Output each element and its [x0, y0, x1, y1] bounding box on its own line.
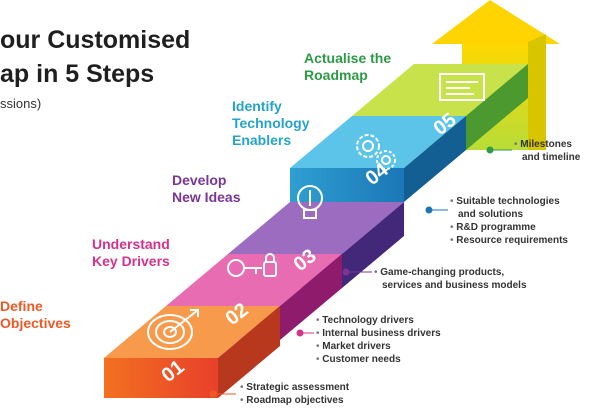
step-label-2: Understand Key Drivers — [92, 236, 170, 269]
lightbulb-icon — [297, 185, 323, 219]
connector-dot — [486, 146, 494, 154]
target-icon — [147, 309, 199, 350]
step-label-3: Develop New Ideas — [172, 172, 241, 205]
roadmap-board-icon — [439, 73, 485, 101]
page-title: our Customised — [0, 26, 191, 54]
connector-dot — [209, 390, 217, 398]
connector-dot — [425, 206, 433, 214]
step-label-1: Define Objectives — [0, 298, 71, 331]
step-3-bullets: Game-changing products,services and busi… — [374, 266, 526, 292]
connector-dot — [296, 329, 304, 337]
step-label-4: Identify Technology Enablers — [232, 98, 310, 148]
gears-icon — [356, 134, 396, 170]
page-subtitle: ssions) — [0, 96, 42, 111]
arrow-head — [432, 0, 560, 44]
page-title-line2: ap in 5 Steps — [0, 60, 155, 88]
step-1-bullets: Strategic assessmentRoadmap objectives — [240, 381, 349, 407]
step-2-bullets: Technology driversInternal business driv… — [316, 314, 440, 366]
step-4 — [290, 116, 466, 202]
connector-dot — [342, 268, 350, 276]
step-label-5: Actualise the Roadmap — [304, 50, 392, 83]
key-lock-icon — [227, 253, 277, 277]
